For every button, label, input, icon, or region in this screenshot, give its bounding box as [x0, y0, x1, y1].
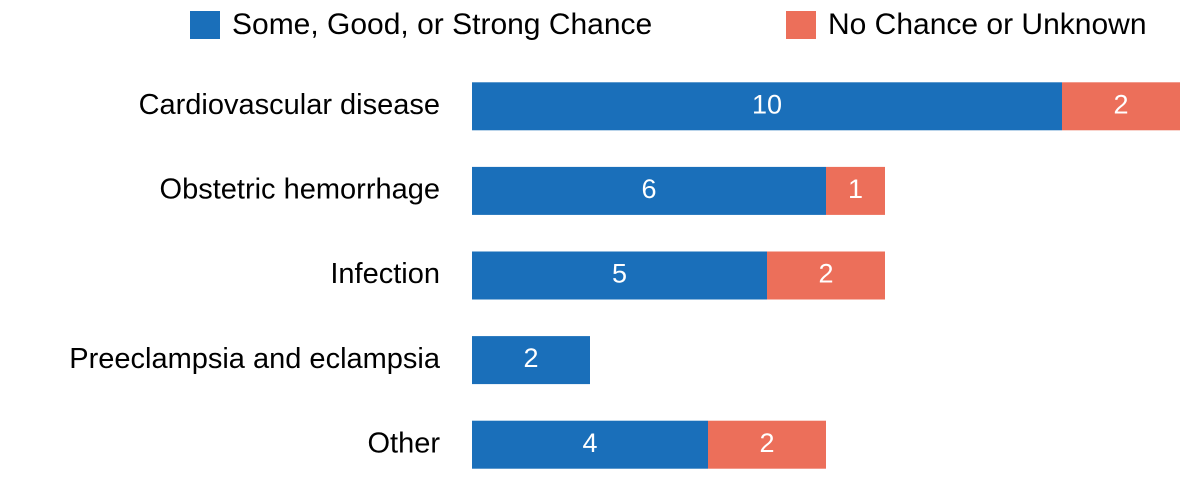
bar-segment [472, 166, 826, 215]
bar-segment [826, 166, 885, 215]
value-label: 5 [612, 259, 627, 289]
bar-segment [708, 420, 826, 469]
value-label: 2 [818, 259, 833, 289]
legend-swatch [190, 11, 220, 39]
value-label: 2 [1113, 89, 1128, 119]
legend-swatch [786, 11, 816, 39]
category-label: Cardiovascular disease [139, 89, 440, 121]
bar-segment [472, 82, 1062, 131]
value-label: 1 [848, 174, 863, 204]
bar-segment [472, 251, 767, 300]
category-label: Infection [330, 258, 440, 290]
category-label: Other [367, 427, 440, 459]
bar-segment [1062, 82, 1180, 131]
legend-label: No Chance or Unknown [828, 8, 1147, 41]
bar-segment [767, 251, 885, 300]
category-label: Preeclampsia and eclampsia [69, 343, 441, 375]
value-label: 6 [641, 174, 656, 204]
legend-label: Some, Good, or Strong Chance [232, 8, 652, 41]
value-label: 2 [523, 343, 538, 373]
value-label: 10 [752, 89, 782, 119]
category-label: Obstetric hemorrhage [160, 174, 440, 206]
bar-segment [472, 420, 708, 469]
value-label: 4 [582, 428, 597, 458]
bar-segment [472, 336, 590, 385]
value-label: 2 [759, 428, 774, 458]
